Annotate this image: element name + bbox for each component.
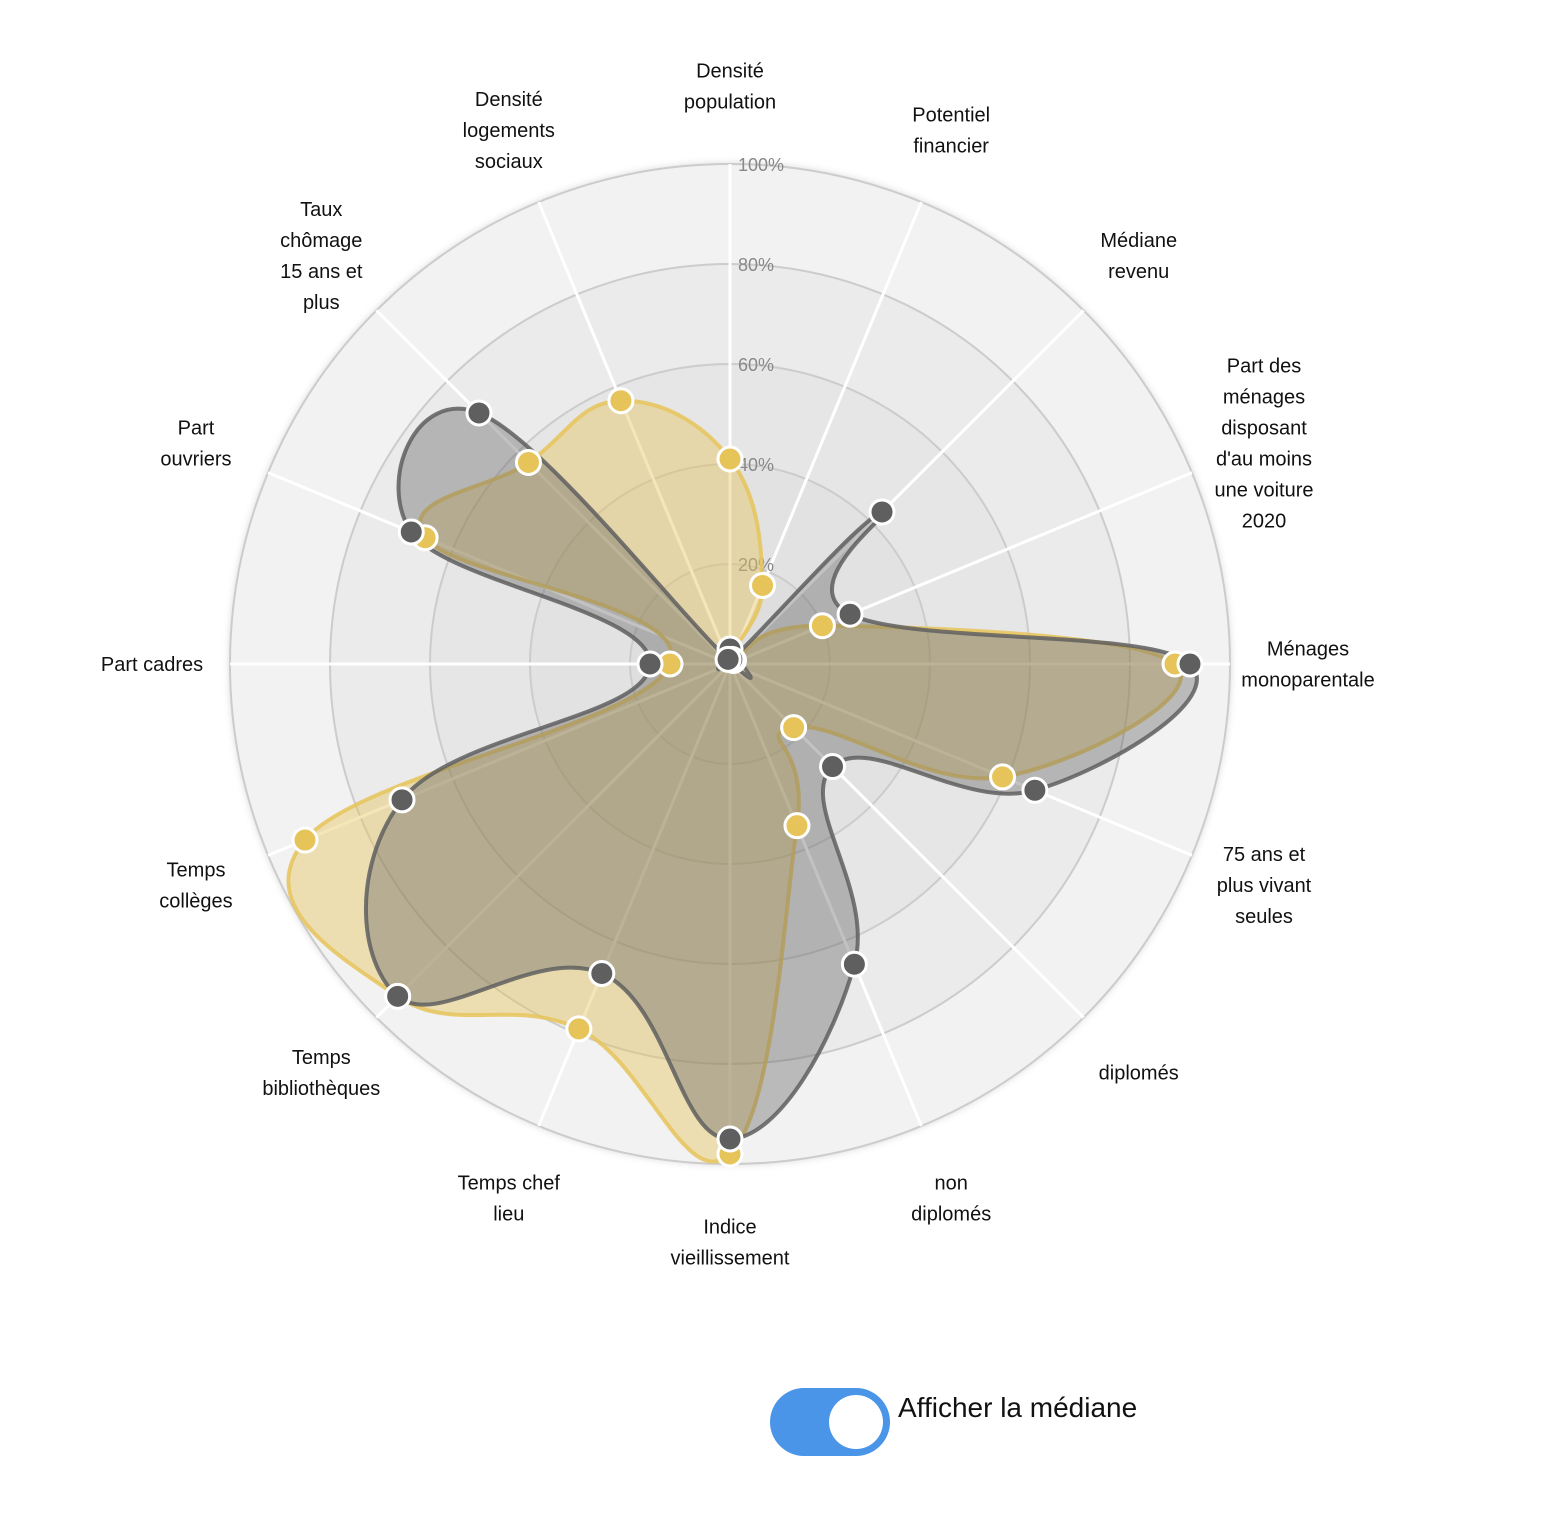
series-1-point [565,1015,593,1043]
axis-label: Médiane revenu [1100,230,1177,283]
series-2-point [388,786,416,814]
series-2-point [1176,650,1204,678]
series-2-point [384,982,412,1010]
spoke [728,309,1085,666]
median-toggle-switch[interactable] [770,1388,890,1456]
series-1-point [514,448,542,476]
axis-label: Ménages monoparentale [1241,639,1374,692]
axis-label: Densité logements sociaux [463,89,555,173]
axis-label: Densité population [684,61,776,114]
axis-label: Indice vieillissement [671,1217,790,1270]
axis-label: 75 ans et plus vivant seules [1217,844,1312,928]
axis-label: Part ouvriers [160,417,231,470]
series-1-point [783,812,811,840]
series-2-point [840,950,868,978]
series-2-point [1021,776,1049,804]
spoke [375,662,732,1019]
axis-label: Temps chef lieu [458,1173,561,1226]
axis-label: diplomés [1099,1063,1179,1085]
spoke [267,662,731,857]
series-2-point [397,518,425,546]
spoke [537,201,732,665]
series-2-point [714,645,742,673]
series-2-point [836,600,864,628]
axis-label: Taux chômage 15 ans et plus [280,199,363,314]
toggle-knob [829,1395,883,1449]
spoke [267,471,731,666]
spoke [537,663,732,1127]
tick-label: 20% [738,555,774,575]
series-1-point [989,763,1017,791]
axis-label: Temps collèges [159,860,232,913]
spoke [729,662,1193,857]
radar-tick-labels: 20% 40% 60% 80% 100% [738,155,784,575]
series-2-point [716,1125,744,1153]
series-2-points [384,399,1204,1153]
series-2-point [465,399,493,427]
axis-label: Part des ménages disposant d'au moins une vo… [1215,355,1314,532]
series-1-point [780,714,808,742]
series-1-point [716,445,744,473]
axis-label: Part cadres [101,654,203,676]
series-1-point [607,387,635,415]
median-toggle-label: Afficher la médiane [898,1392,1138,1423]
tick-label: 40% [738,455,774,475]
axis-label: non diplomés [911,1173,991,1226]
series-2-point [636,650,664,678]
radar-spokes [230,164,1230,1164]
spoke [728,663,923,1127]
spoke [375,309,732,666]
spoke [729,471,1193,666]
series-2-point [819,753,847,781]
radar-axis-labels: Densité population Potentiel financier Média… [101,61,1375,1270]
series-1-point [808,612,836,640]
radar-chart: 20% 40% 60% 80% 100% Densité population Potenti… [101,61,1375,1270]
axis-label: Potentiel financier [912,104,990,157]
series-2-point [868,498,896,526]
tick-label: 80% [738,255,774,275]
tick-label: 60% [738,355,774,375]
axis-label: Temps bibliothèques [262,1047,380,1100]
series-1-point [749,571,777,599]
series-2-point [588,959,616,987]
median-toggle-group: Afficher la médiane [770,1388,1137,1456]
series-1-point [291,826,319,854]
tick-label: 100% [738,155,784,175]
